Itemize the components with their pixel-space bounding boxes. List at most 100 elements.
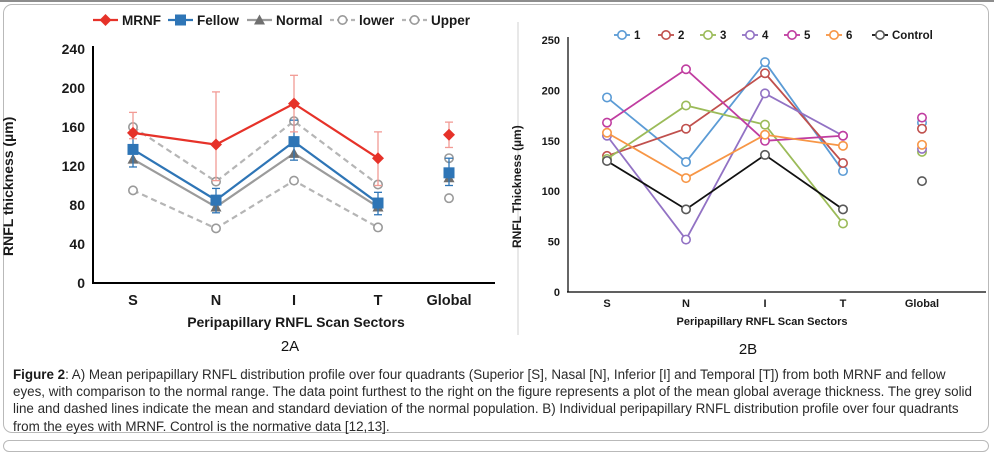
series-line-3 [606,104,844,225]
series-line-2 [606,72,844,164]
data-point-circle [681,173,692,184]
data-point-circle [837,204,848,215]
legend: 1 2 3 4 5 6 Control [614,29,933,42]
data-point-circle [760,119,771,130]
legend-label-Control: Control [892,30,933,42]
data-point-circle [602,92,613,103]
x-category-label: S [128,293,138,309]
legend-label-Upper: Upper [431,13,471,28]
data-point-circle [681,204,692,215]
y-tick-label: 250 [542,35,560,47]
series-line-MRNF [132,102,379,160]
y-tick-label: 50 [548,237,560,249]
x-category-label: N [682,298,690,310]
y-tick-label: 0 [554,287,560,299]
series-6 [602,127,927,184]
chart-2b: 0 50 100 150 200 250 S N I T Global Peripapillary R… [508,4,994,364]
legend-label-4: 4 [762,30,769,42]
data-point-circle [760,129,771,140]
data-point-circle [916,176,927,187]
chart-2b-y-axis-label: RNFL Thickness (µm) [510,125,524,248]
axes [92,46,495,284]
y-tick-label: 40 [69,236,85,252]
series-5 [602,64,927,146]
x-category-label: I [763,298,766,310]
data-point-circle [760,88,771,99]
panel-label-2b: 2B [738,341,758,358]
x-category-label: I [292,293,296,309]
legend-label-Fellow: Fellow [197,13,240,28]
data-point-circle [372,222,383,233]
data-point-circle [443,193,454,204]
data-point-square [127,143,139,155]
y-tick-label: 0 [77,275,85,291]
data-point-circle [703,29,714,40]
x-axis-title: Peripapillary RNFL Scan Sectors [187,314,405,330]
data-point-circle [916,139,927,150]
data-point-circle [337,15,348,25]
chart-2a: 0 40 80 120 160 200 240 S N I T Global Peripapillary… [4,4,509,364]
series-line-5 [606,68,844,142]
series-4 [602,88,927,245]
y-tick-label: 80 [69,197,85,213]
legend-label-6: 6 [846,30,852,42]
x-category-label: Global [426,293,471,309]
series-line-Fellow [132,140,379,204]
data-point-circle [681,100,692,111]
next-section-border [3,440,989,452]
legend-label-3: 3 [720,30,726,42]
chart-2a-y-axis-label: RNFL thickness (µm) [0,116,16,256]
data-point-circle [837,166,848,177]
x-category-label: T [374,293,383,309]
data-point-circle [837,157,848,168]
x-category-label: Global [905,298,939,310]
series-MRNF [127,74,455,187]
data-point-circle [828,29,839,40]
data-point-triangle [254,14,265,25]
legend-label-2: 2 [678,30,684,42]
data-point-circle [602,127,613,138]
data-point-circle [681,156,692,167]
data-point-diamond [127,126,139,139]
data-point-circle [786,29,797,40]
series-Fellow [127,119,455,216]
figure-border-box [3,4,989,433]
page-top-border [0,0,994,2]
series-line-Control [606,153,844,211]
series-3 [602,100,927,229]
figure-caption-label: Figure 2 [13,367,66,382]
chart-svg-2A: 0 40 80 120 160 200 240 S N I T Global Peripapillary… [62,13,495,330]
series-Control [602,149,927,215]
series-line-1 [606,60,844,172]
x-category-label: S [603,298,610,310]
data-point-diamond [372,152,384,165]
y-tick-label: 120 [62,158,86,174]
y-tick-label: 160 [62,119,86,135]
axes [567,37,986,293]
x-category-label: N [211,293,221,309]
data-point-circle [745,29,756,40]
data-point-circle [760,68,771,79]
data-point-diamond [443,128,455,141]
data-point-circle [617,29,628,40]
legend-label-MRNF: MRNF [122,13,161,28]
data-point-circle [409,15,420,25]
data-point-square [443,167,455,179]
data-point-circle [211,223,222,234]
y-tick-label: 150 [542,136,560,148]
data-point-circle [681,123,692,134]
x-category-label: T [840,298,847,310]
data-point-square [175,14,186,26]
data-point-circle [760,149,771,160]
error-bars-MRNF [129,74,453,187]
legend: MRNF Fellow Normal lower Upper [93,13,471,28]
legend-label-1: 1 [634,30,641,42]
data-point-diamond [99,14,112,26]
series-line-4 [606,92,844,242]
data-point-square [288,136,300,148]
data-point-circle [128,185,139,196]
x-axis-category-labels: S N I T Global [603,298,939,310]
data-point-circle [602,155,613,166]
data-point-circle [681,64,692,75]
series-2 [602,68,927,168]
